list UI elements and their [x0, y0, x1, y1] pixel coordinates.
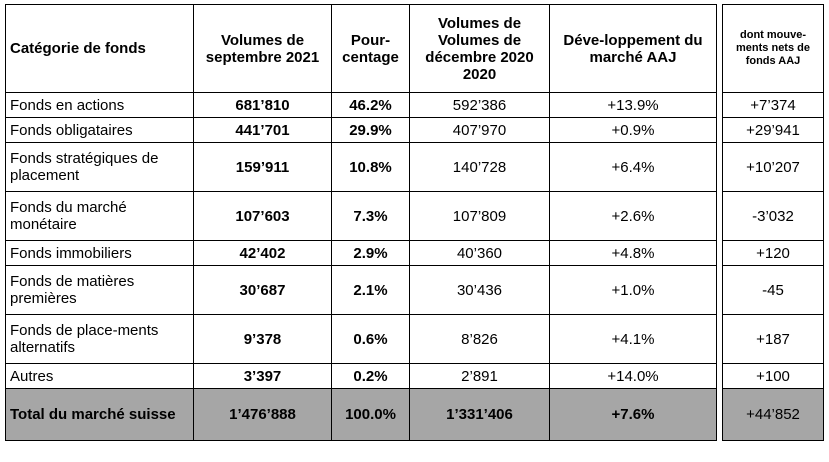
row-net-flows: +10’207 [722, 142, 824, 192]
row-volume-december: 407’970 [409, 117, 550, 143]
row-net-flows: -45 [722, 265, 824, 315]
side-row: +10’207 [722, 142, 824, 192]
row-percentage: 10.8% [331, 142, 410, 192]
side-row: +187 [722, 314, 824, 364]
row-percentage: 46.2% [331, 92, 410, 118]
row-volume-december: 140’728 [409, 142, 550, 192]
row-category: Fonds obligataires [5, 117, 194, 143]
row-category: Fonds stratégiques de placement [5, 142, 194, 192]
row-volume-december: 30’436 [409, 265, 550, 315]
row-development: +13.9% [549, 92, 717, 118]
row-volume-september: 30’687 [193, 265, 332, 315]
header-volume-december-line3: décembre 2020 [425, 48, 534, 66]
side-header-row: dont mouve-ments nets de fonds AAJ [722, 4, 824, 93]
table-row: Fonds en actions 681’810 46.2% 592’386 +… [5, 92, 717, 118]
row-volume-december: 8’826 [409, 314, 550, 364]
table-row: Fonds du marché monétaire 107’603 7.3% 1… [5, 191, 717, 241]
header-volume-december-line1: Volumes de [437, 14, 522, 32]
row-volume-december: 2’891 [409, 363, 550, 389]
header-development: Déve-loppement du marché AAJ [549, 4, 717, 93]
row-category: Fonds de matières premières [5, 265, 194, 315]
table-row: Fonds de matières premières 30’687 2.1% … [5, 265, 717, 315]
table-row: Fonds obligataires 441’701 29.9% 407’970… [5, 117, 717, 143]
row-volume-september: 159’911 [193, 142, 332, 192]
header-volume-december: Volumes de Volumes de décembre 2020 2020 [409, 4, 550, 93]
side-row: +100 [722, 363, 824, 389]
table-row: Fonds immobiliers 42’402 2.9% 40’360 +4.… [5, 240, 717, 266]
total-volume-september: 1’476’888 [193, 388, 332, 441]
row-net-flows: +120 [722, 240, 824, 266]
table-row: Autres 3’397 0.2% 2’891 +14.0% [5, 363, 717, 389]
row-percentage: 0.6% [331, 314, 410, 364]
header-volume-december-line4: 2020 [462, 65, 497, 83]
row-category: Fonds de place-ments alternatifs [5, 314, 194, 364]
header-volume-december-line2: Volumes de [437, 31, 522, 49]
row-percentage: 0.2% [331, 363, 410, 389]
net-flows-table: dont mouve-ments nets de fonds AAJ +7’37… [722, 4, 824, 441]
table-row: Fonds de place-ments alternatifs 9’378 0… [5, 314, 717, 364]
row-percentage: 29.9% [331, 117, 410, 143]
row-development: +1.0% [549, 265, 717, 315]
header-net-flows: dont mouve-ments nets de fonds AAJ [722, 4, 824, 93]
row-net-flows: +187 [722, 314, 824, 364]
row-category: Fonds en actions [5, 92, 194, 118]
side-row: -3’032 [722, 191, 824, 241]
row-net-flows: +7’374 [722, 92, 824, 118]
total-net-flows: +44’852 [722, 388, 824, 441]
total-volume-december: 1’331’406 [409, 388, 550, 441]
row-category: Fonds du marché monétaire [5, 191, 194, 241]
side-total-row: +44’852 [722, 388, 824, 441]
row-volume-september: 9’378 [193, 314, 332, 364]
row-volume-september: 3’397 [193, 363, 332, 389]
row-net-flows: +100 [722, 363, 824, 389]
side-row: +29’941 [722, 117, 824, 143]
row-net-flows: +29’941 [722, 117, 824, 143]
row-volume-september: 441’701 [193, 117, 332, 143]
row-development: +2.6% [549, 191, 717, 241]
total-percentage: 100.0% [331, 388, 410, 441]
total-development: +7.6% [549, 388, 717, 441]
side-row: +7’374 [722, 92, 824, 118]
row-volume-september: 42’402 [193, 240, 332, 266]
row-development: +4.8% [549, 240, 717, 266]
row-development: +14.0% [549, 363, 717, 389]
row-volume-september: 107’603 [193, 191, 332, 241]
row-percentage: 7.3% [331, 191, 410, 241]
row-volume-september: 681’810 [193, 92, 332, 118]
row-category: Autres [5, 363, 194, 389]
table-row: Fonds stratégiques de placement 159’911 … [5, 142, 717, 192]
row-percentage: 2.9% [331, 240, 410, 266]
header-volume-september: Volumes de septembre 2021 [193, 4, 332, 93]
row-development: +6.4% [549, 142, 717, 192]
row-volume-december: 107’809 [409, 191, 550, 241]
total-row: Total du marché suisse 1’476’888 100.0% … [5, 388, 717, 441]
row-volume-december: 592’386 [409, 92, 550, 118]
header-percentage: Pour-centage [331, 4, 410, 93]
total-category: Total du marché suisse [5, 388, 194, 441]
row-development: +4.1% [549, 314, 717, 364]
side-row: -45 [722, 265, 824, 315]
row-category: Fonds immobiliers [5, 240, 194, 266]
row-volume-december: 40’360 [409, 240, 550, 266]
header-row: Catégorie de fonds Volumes de septembre … [5, 4, 717, 93]
side-row: +120 [722, 240, 824, 266]
header-category: Catégorie de fonds [5, 4, 194, 93]
row-percentage: 2.1% [331, 265, 410, 315]
row-net-flows: -3’032 [722, 191, 824, 241]
row-development: +0.9% [549, 117, 717, 143]
fund-volume-table: Catégorie de fonds Volumes de septembre … [5, 4, 717, 441]
